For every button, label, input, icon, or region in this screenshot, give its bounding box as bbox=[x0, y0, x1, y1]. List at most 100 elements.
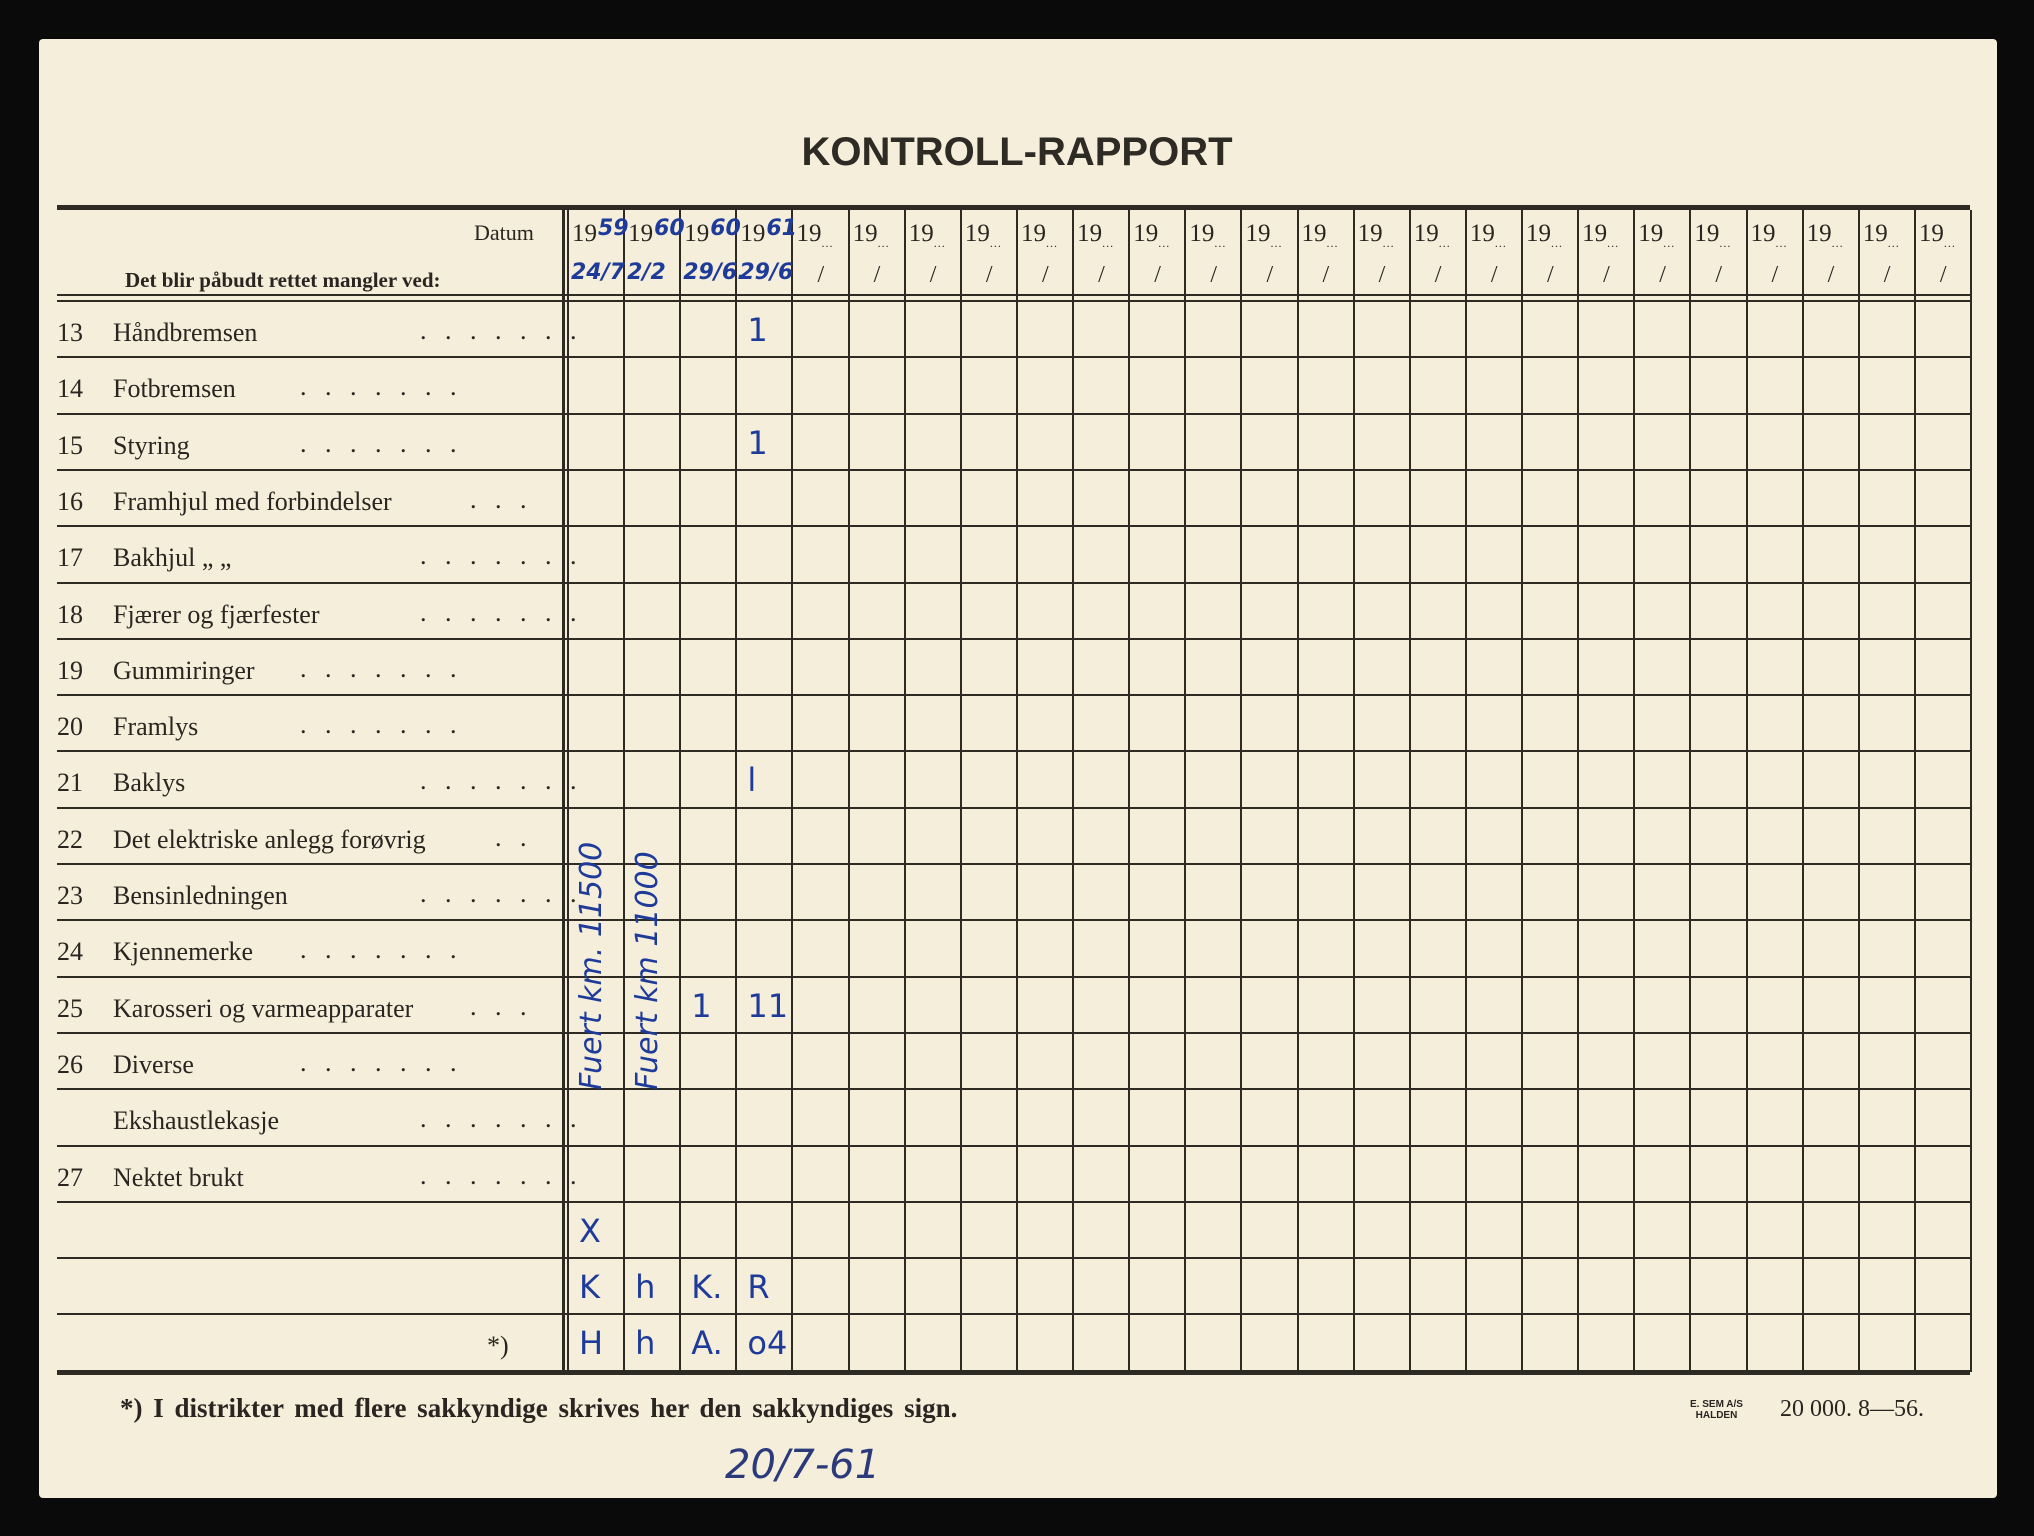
year-prefix: 19 bbox=[1918, 220, 1944, 247]
column-line bbox=[959, 210, 962, 1372]
row-label: Håndbremsen bbox=[113, 318, 258, 347]
row-label: Fotbremsen bbox=[113, 374, 236, 404]
handwritten-mark: 1 bbox=[747, 311, 768, 349]
column-line bbox=[1184, 210, 1187, 1372]
row-label: *) bbox=[487, 1331, 509, 1361]
leader-dots: . . . . . . . bbox=[420, 1104, 583, 1134]
row-label: Nektet brukt bbox=[113, 1162, 244, 1192]
year-blank: ... bbox=[1831, 236, 1844, 250]
row-label: Styring bbox=[113, 430, 190, 460]
row-line bbox=[57, 468, 1970, 471]
column-line bbox=[903, 210, 906, 1372]
row-label: Diverse bbox=[113, 1049, 194, 1079]
year-prefix: 19 bbox=[572, 220, 597, 247]
row-line bbox=[57, 1313, 1970, 1316]
handwritten-mark: 1 bbox=[691, 986, 712, 1025]
column-line bbox=[1857, 210, 1860, 1372]
year-prefix: 19 bbox=[1638, 220, 1664, 247]
handwritten-date: 29/6 bbox=[739, 260, 794, 285]
row-number: 14 bbox=[57, 374, 83, 404]
handwritten-mark: l bbox=[747, 761, 757, 800]
row-label: Bakhjul „ „ bbox=[113, 543, 232, 573]
date-separator: / bbox=[1434, 262, 1442, 288]
column-line bbox=[1633, 210, 1636, 1372]
row-line bbox=[57, 1257, 1970, 1260]
leader-dots: . . . . . . . bbox=[420, 541, 583, 571]
year-prefix: 19 bbox=[1750, 220, 1776, 247]
date-separator: / bbox=[1490, 262, 1498, 288]
handwritten-note: Fuert km 11000 bbox=[630, 851, 666, 1091]
header-subtitle: Det blir påbudt rettet mangler ved: bbox=[125, 268, 441, 292]
leader-dots: . . . . . . . bbox=[300, 653, 463, 683]
row-number: 25 bbox=[57, 993, 83, 1023]
year-prefix: 19 bbox=[1020, 220, 1046, 247]
year-blank: ... bbox=[1102, 236, 1115, 250]
column-line bbox=[1464, 210, 1467, 1372]
column-line bbox=[1296, 210, 1299, 1372]
handwritten-mark: H bbox=[579, 1324, 604, 1363]
row-line bbox=[57, 637, 1970, 640]
year-blank: ... bbox=[877, 236, 890, 250]
handwritten-mark: K bbox=[579, 1268, 600, 1307]
year-blank: ... bbox=[1607, 236, 1620, 250]
row-label: Karosseri og varmeapparater bbox=[113, 993, 414, 1023]
handwritten-mark: h bbox=[635, 1324, 656, 1363]
year-blank: ... bbox=[933, 236, 946, 250]
column-line bbox=[679, 210, 682, 1372]
year-prefix: 19 bbox=[796, 220, 822, 247]
bottom-rule bbox=[57, 1369, 1970, 1375]
date-separator: / bbox=[1378, 262, 1386, 288]
row-number: 18 bbox=[57, 599, 83, 629]
year-blank: ... bbox=[1663, 236, 1676, 250]
column-line bbox=[1689, 210, 1692, 1372]
handwritten-date: 20/7-61 bbox=[725, 1442, 881, 1488]
row-line bbox=[57, 1144, 1970, 1147]
row-line bbox=[57, 806, 1970, 809]
row-line bbox=[57, 356, 1970, 359]
column-line bbox=[1408, 210, 1411, 1372]
date-separator: / bbox=[985, 262, 993, 288]
row-line bbox=[57, 863, 1970, 865]
leader-dots: . . . . . . . bbox=[420, 1160, 583, 1190]
column-line bbox=[1521, 210, 1524, 1372]
date-separator: / bbox=[1827, 262, 1835, 288]
printer-name: E. SEM A/S bbox=[1690, 1399, 1743, 1410]
year-prefix: 19 bbox=[1694, 220, 1720, 247]
leader-dots: . . . bbox=[470, 991, 533, 1021]
leader-dots: . . . . . . . bbox=[420, 766, 583, 796]
year-blank: ... bbox=[989, 236, 1002, 250]
year-prefix: 19 bbox=[628, 220, 654, 247]
column-line bbox=[1128, 210, 1131, 1372]
leader-dots: . . . . . . . bbox=[300, 372, 463, 402]
page-title: KONTROLL-RAPPORT bbox=[801, 130, 1233, 174]
leader-dots: . . . . . . . bbox=[300, 935, 463, 965]
year-blank: ... bbox=[1719, 236, 1732, 250]
year-prefix: 19 bbox=[1301, 220, 1327, 247]
row-line bbox=[57, 750, 1970, 753]
date-separator: / bbox=[1603, 262, 1610, 288]
row-number: 27 bbox=[57, 1162, 83, 1192]
row-number: 15 bbox=[57, 430, 83, 460]
printer-city: HALDEN bbox=[1695, 1410, 1738, 1421]
row-number: 20 bbox=[57, 712, 83, 742]
year-prefix: 19 bbox=[1582, 220, 1608, 247]
datum-label: Datum bbox=[474, 220, 534, 245]
column-line bbox=[1352, 210, 1355, 1372]
leader-dots: . . . bbox=[470, 484, 533, 514]
row-label: Det elektriske anlegg forøvrig bbox=[113, 824, 426, 854]
year-prefix: 19 bbox=[1245, 220, 1271, 247]
year-prefix: 19 bbox=[1469, 220, 1495, 247]
row-label: Kjennemerke bbox=[113, 937, 254, 967]
handwritten-year: 59 bbox=[598, 216, 629, 241]
date-separator: / bbox=[1154, 262, 1161, 288]
row-line bbox=[57, 1088, 1970, 1091]
divider-left-inner bbox=[567, 210, 569, 1372]
leader-dots: . . . . . . . bbox=[300, 428, 463, 458]
year-blank: ... bbox=[1887, 236, 1900, 250]
column-line bbox=[1072, 210, 1075, 1372]
year-prefix: 19 bbox=[740, 220, 766, 247]
row-line bbox=[57, 919, 1970, 922]
year-blank: ... bbox=[1045, 236, 1058, 250]
year-prefix: 19 bbox=[684, 220, 710, 247]
handwritten-mark: 1 bbox=[747, 423, 768, 462]
